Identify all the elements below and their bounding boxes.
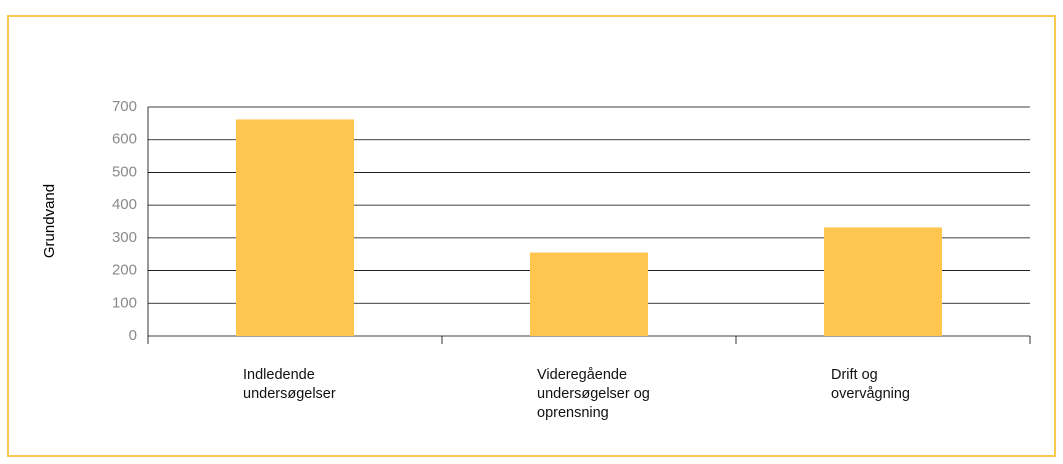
y-tick-label: 500	[112, 163, 137, 180]
y-tick-label: 300	[112, 229, 137, 246]
y-tick-label: 200	[112, 262, 137, 279]
x-tick-label: Indledende undersøgelser	[243, 367, 336, 402]
bar	[824, 227, 942, 336]
x-tick-label: Videregående undersøgelser og oprensning	[537, 367, 650, 421]
y-tick-label: 100	[112, 294, 137, 311]
frame	[7, 15, 1056, 457]
bar	[530, 252, 648, 336]
x-tick-label: Drift og overvågning	[831, 367, 910, 402]
y-tick-label: 600	[112, 131, 137, 148]
bar	[236, 119, 354, 336]
y-axis-label: Grundvand	[41, 184, 58, 258]
y-tick-label: 0	[129, 327, 137, 344]
y-tick-label: 700	[112, 98, 137, 115]
y-tick-label: 400	[112, 196, 137, 213]
